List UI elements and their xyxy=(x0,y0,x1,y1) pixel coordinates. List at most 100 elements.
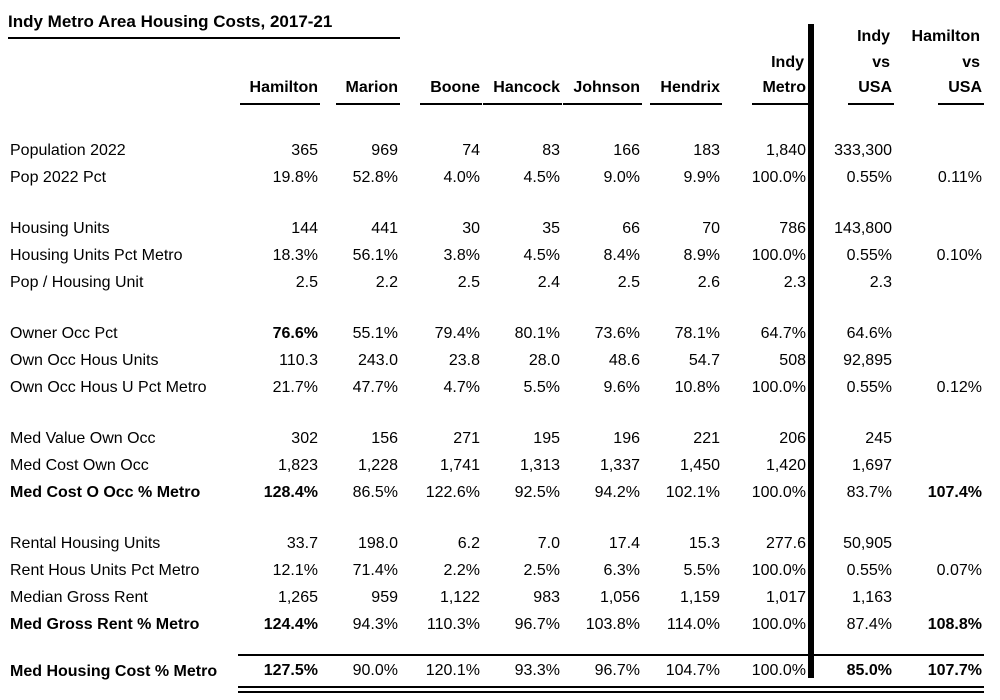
row-label: Population 2022 xyxy=(10,141,126,159)
cell-johnson: 196 xyxy=(613,429,640,447)
cell-boone: 74 xyxy=(462,141,480,159)
page-title: Indy Metro Area Housing Costs, 2017-21 xyxy=(8,12,400,39)
cell-boone: 6.2 xyxy=(457,534,480,552)
cell-indy_vs_usa: 0.55% xyxy=(846,168,892,186)
cell-boone: 4.7% xyxy=(443,378,480,396)
cell-hendrix: 221 xyxy=(693,429,720,447)
cell-hamilton: 12.1% xyxy=(272,561,318,579)
cell-indy_metro: 100.0% xyxy=(751,246,806,264)
cell-hamilton_vs_usa xyxy=(894,320,984,347)
cell-johnson: 1,056 xyxy=(599,588,640,606)
cell-hendrix: 9.9% xyxy=(683,168,720,186)
cell-boone: 120.1% xyxy=(400,654,482,693)
cell-indy_metro: 100.0% xyxy=(751,168,806,186)
cell-hancock: 28.0 xyxy=(528,351,560,369)
cell-indy_metro: 100.0% xyxy=(751,483,806,501)
cell-johnson: 96.7% xyxy=(562,654,642,693)
table-row: Housing Units 144 441 30 35 66 70 786 143,800 xyxy=(8,215,984,242)
cell-hendrix: 70 xyxy=(702,219,720,237)
cell-marion: 243.0 xyxy=(357,351,398,369)
cell-marion: 56.1% xyxy=(352,246,398,264)
cell-marion: 47.7% xyxy=(352,378,398,396)
column-header-indy_metro: Indy Metro xyxy=(722,24,808,105)
cell-hamilton: 1,823 xyxy=(277,456,318,474)
cell-hancock: 2.4 xyxy=(537,273,560,291)
cell-hamilton: 128.4% xyxy=(263,483,318,501)
column-header-hamilton_vs_usa: Hamilton vs USA xyxy=(894,24,984,105)
table-row: Med Gross Rent % Metro 124.4% 94.3% 110.3% 9… xyxy=(8,611,984,638)
cell-johnson: 9.0% xyxy=(603,168,640,186)
cell-hamilton_vs_usa: 0.11% xyxy=(937,168,982,186)
cell-indy_metro: 100.0% xyxy=(722,654,808,693)
cell-hamilton_vs_usa: 0.10% xyxy=(936,246,982,264)
cell-johnson: 1,337 xyxy=(599,456,640,474)
cell-hamilton: 1,265 xyxy=(277,588,318,606)
cell-johnson: 66 xyxy=(622,219,640,237)
row-label: Own Occ Hous Units xyxy=(10,351,159,369)
cell-marion: 959 xyxy=(371,588,398,606)
cell-hamilton: 21.7% xyxy=(272,378,318,396)
cell-hamilton_vs_usa xyxy=(894,269,984,296)
cell-hancock: 983 xyxy=(533,588,560,606)
row-label: Med Gross Rent % Metro xyxy=(10,615,200,633)
cell-indy_vs_usa: 2.3 xyxy=(869,273,892,291)
cell-boone: 1,741 xyxy=(439,456,480,474)
cell-boone: 4.0% xyxy=(443,168,480,186)
cell-boone: 2.2% xyxy=(443,561,480,579)
cell-indy_metro: 1,840 xyxy=(765,141,806,159)
cell-johnson: 17.4 xyxy=(608,534,640,552)
cell-marion: 969 xyxy=(371,141,398,159)
cell-hamilton_vs_usa xyxy=(894,452,984,479)
cell-hancock: 83 xyxy=(542,141,560,159)
cell-indy_vs_usa: 245 xyxy=(865,429,892,447)
cell-johnson: 8.4% xyxy=(603,246,640,264)
table-row: Med Cost O Occ % Metro 128.4% 86.5% 122.6% 9… xyxy=(8,479,984,506)
cell-hamilton: 124.4% xyxy=(263,615,318,633)
cell-indy_vs_usa: 0.55% xyxy=(846,378,892,396)
cell-indy_vs_usa: 87.4% xyxy=(846,615,892,633)
cell-indy_metro: 508 xyxy=(779,351,806,369)
cell-hamilton: 302 xyxy=(291,429,318,447)
cell-indy_vs_usa: 85.0% xyxy=(808,654,894,693)
cell-hamilton_vs_usa xyxy=(894,425,984,452)
table-row: Median Gross Rent 1,265 959 1,122 983 1,056 1,… xyxy=(8,584,984,611)
row-label: Owner Occ Pct xyxy=(10,324,118,342)
cell-indy_metro: 64.7% xyxy=(760,324,806,342)
cell-marion: 71.4% xyxy=(352,561,398,579)
cell-johnson: 73.6% xyxy=(594,324,640,342)
cell-hancock: 195 xyxy=(533,429,560,447)
spacer-row xyxy=(8,401,984,425)
cell-indy_vs_usa: 64.6% xyxy=(846,324,892,342)
cell-hancock: 35 xyxy=(542,219,560,237)
column-header-hamilton: Hamilton xyxy=(238,24,320,105)
cell-indy_vs_usa: 83.7% xyxy=(846,483,892,501)
cell-marion: 90.0% xyxy=(320,654,400,693)
column-header-indy_vs_usa: Indy vs USA xyxy=(808,24,894,105)
cell-hamilton_vs_usa: 107.4% xyxy=(927,483,982,501)
cell-boone: 1,122 xyxy=(439,588,480,606)
cell-indy_vs_usa: 1,697 xyxy=(851,456,892,474)
cell-boone: 79.4% xyxy=(434,324,480,342)
cell-hancock: 5.5% xyxy=(523,378,560,396)
row-label: Med Value Own Occ xyxy=(10,429,156,447)
table-row: Rent Hous Units Pct Metro 12.1% 71.4% 2.2% 2… xyxy=(8,557,984,584)
spacer-row xyxy=(8,105,984,137)
cell-johnson: 6.3% xyxy=(603,561,640,579)
cell-hamilton: 127.5% xyxy=(238,654,320,693)
table-row: Med Cost Own Occ 1,823 1,228 1,741 1,313 1,33… xyxy=(8,452,984,479)
column-header-hancock: Hancock xyxy=(482,24,562,105)
row-label: Housing Units Pct Metro xyxy=(10,246,183,264)
column-header-boone: Boone xyxy=(400,24,482,105)
cell-marion: 156 xyxy=(371,429,398,447)
cell-indy_vs_usa: 0.55% xyxy=(846,246,892,264)
total-row: Med Housing Cost % Metro 127.5% 90.0% 120.1… xyxy=(8,654,984,693)
cell-marion: 441 xyxy=(371,219,398,237)
cell-hamilton_vs_usa xyxy=(894,530,984,557)
cell-indy_metro: 1,017 xyxy=(765,588,806,606)
cell-johnson: 103.8% xyxy=(585,615,640,633)
cell-indy_metro: 786 xyxy=(779,219,806,237)
cell-hendrix: 78.1% xyxy=(674,324,720,342)
cell-hendrix: 2.6 xyxy=(697,273,720,291)
cell-marion: 94.3% xyxy=(352,615,398,633)
